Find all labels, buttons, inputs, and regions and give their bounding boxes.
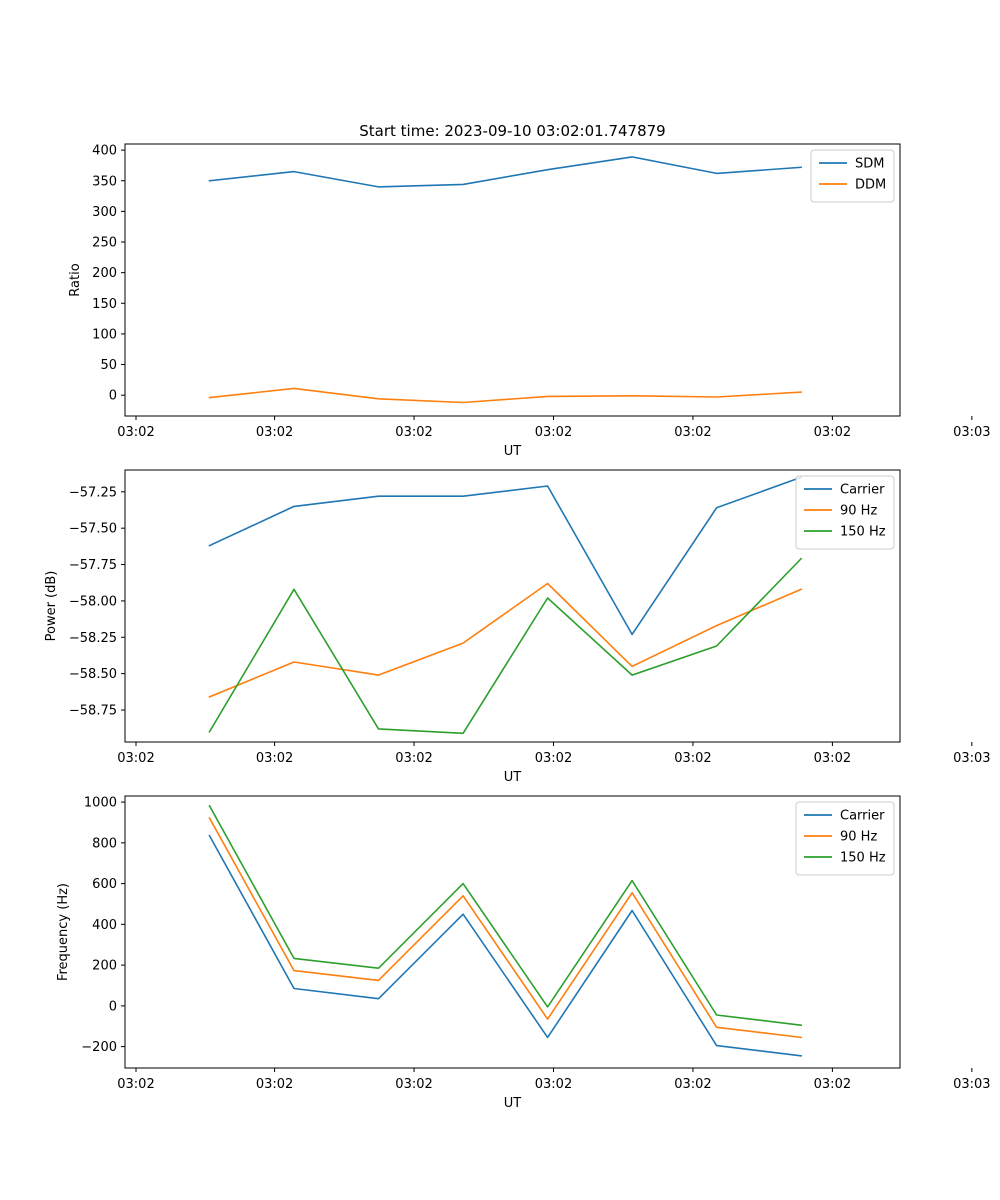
- x-tick-label: 03:02: [535, 1077, 572, 1092]
- legend-entry: Carrier: [840, 483, 885, 498]
- legend-entry: 90 Hz: [840, 830, 877, 845]
- x-tick-label: 03:02: [535, 425, 572, 440]
- x-tick-label: 03:02: [674, 1077, 711, 1092]
- x-tick-label: 03:02: [395, 1077, 432, 1092]
- y-tick-label: −57.25: [69, 485, 117, 500]
- x-tick-label: 03:03: [953, 425, 990, 440]
- subplot-3: 03:02 03:02 03:02 03:02 03:02 03:02 03:03 −200 0…: [56, 795, 991, 1111]
- plot-frame: [124, 469, 901, 743]
- y-tick-label: 300: [92, 205, 117, 220]
- y-tick-label: 1000: [84, 796, 117, 811]
- y-tick-label: 50: [100, 358, 117, 373]
- x-tick-label: 03:02: [117, 751, 154, 766]
- series-line-150-hz: [208, 557, 803, 735]
- series-line-sdm: [208, 156, 802, 188]
- x-tick-label: 03:02: [117, 1077, 154, 1092]
- x-tick-label: 03:02: [117, 425, 154, 440]
- series-line-90-hz: [208, 816, 802, 1039]
- series-line-150-hz: [208, 804, 802, 1027]
- x-tick-label: 03:03: [953, 1077, 990, 1092]
- x-tick-label: 03:02: [674, 425, 711, 440]
- y-tick-label: 0: [109, 999, 117, 1014]
- legend-entry: 150 Hz: [840, 525, 886, 540]
- x-tick-label: 03:02: [256, 425, 293, 440]
- legend: Carrier 90 Hz 150 Hz: [795, 475, 895, 550]
- y-tick-label: 150: [92, 297, 117, 312]
- legend-entry: DDM: [855, 178, 886, 193]
- legend-entry: Carrier: [840, 809, 885, 824]
- x-axis-label: UT: [504, 444, 522, 459]
- subplot-1: 03:02 03:02 03:02 03:02 03:02 03:02 03:03 0 50 10…: [68, 122, 991, 459]
- x-tick-label: 03:02: [395, 751, 432, 766]
- series-line-ddm: [208, 387, 802, 404]
- legend: Carrier 90 Hz 150 Hz: [795, 801, 895, 876]
- x-axis-label: UT: [504, 1096, 522, 1111]
- x-tick-label: 03:02: [674, 751, 711, 766]
- x-tick-label: 03:02: [814, 425, 851, 440]
- series-line-carrier: [208, 834, 802, 1057]
- legend: SDM DDM: [810, 149, 895, 203]
- y-tick-label: −58.00: [69, 594, 117, 609]
- y-tick-label: 800: [92, 836, 117, 851]
- y-tick-label: 400: [92, 144, 117, 159]
- y-tick-label: −57.50: [69, 522, 117, 537]
- y-tick-label: 0: [109, 389, 117, 404]
- plot-frame: [124, 143, 901, 417]
- y-axis-label: Power (dB): [44, 571, 59, 642]
- y-tick-label: 100: [92, 327, 117, 342]
- series-line-carrier: [208, 476, 803, 636]
- y-tick-label: 350: [92, 174, 117, 189]
- x-tick-label: 03:02: [395, 425, 432, 440]
- plot-frame: [124, 795, 901, 1069]
- y-tick-label: −200: [81, 1040, 117, 1055]
- x-tick-label: 03:02: [814, 1077, 851, 1092]
- y-tick-label: 600: [92, 877, 117, 892]
- y-axis-label: Ratio: [68, 263, 83, 296]
- x-tick-label: 03:02: [256, 1077, 293, 1092]
- subplot-2: 03:02 03:02 03:02 03:02 03:02 03:02 03:03 −58.7…: [44, 469, 991, 785]
- chart-title: Start time: 2023-09-10 03:02:01.747879: [359, 122, 665, 140]
- legend-entry: 90 Hz: [840, 504, 877, 519]
- legend-entry: 150 Hz: [840, 851, 886, 866]
- y-tick-label: 200: [92, 959, 117, 974]
- x-tick-label: 03:03: [953, 751, 990, 766]
- y-tick-label: −58.50: [69, 667, 117, 682]
- y-tick-label: 250: [92, 236, 117, 251]
- series-line-90-hz: [208, 582, 803, 698]
- y-axis-label: Frequency (Hz): [56, 883, 71, 981]
- y-tick-label: −58.25: [69, 631, 117, 646]
- x-tick-label: 03:02: [256, 751, 293, 766]
- y-tick-label: −58.75: [69, 704, 117, 719]
- x-tick-label: 03:02: [814, 751, 851, 766]
- x-tick-label: 03:02: [535, 751, 572, 766]
- y-tick-label: 400: [92, 918, 117, 933]
- x-axis-label: UT: [504, 770, 522, 785]
- y-tick-label: −57.75: [69, 558, 117, 573]
- y-tick-label: 200: [92, 266, 117, 281]
- legend-entry: SDM: [855, 157, 884, 172]
